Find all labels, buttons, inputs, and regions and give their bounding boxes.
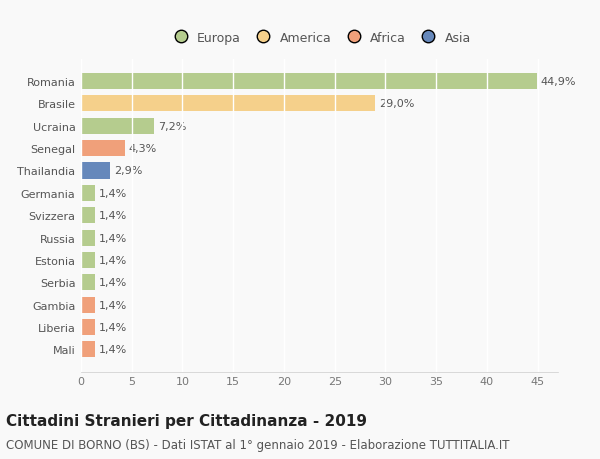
Text: 1,4%: 1,4%: [99, 189, 128, 198]
Bar: [81, 208, 95, 224]
Text: 1,4%: 1,4%: [99, 300, 128, 310]
Text: 7,2%: 7,2%: [158, 122, 187, 131]
Bar: [81, 230, 95, 246]
Text: COMUNE DI BORNO (BS) - Dati ISTAT al 1° gennaio 2019 - Elaborazione TUTTITALIA.I: COMUNE DI BORNO (BS) - Dati ISTAT al 1° …: [6, 438, 509, 451]
Text: 2,9%: 2,9%: [115, 166, 143, 176]
Text: 1,4%: 1,4%: [99, 233, 128, 243]
Bar: [81, 341, 95, 358]
Bar: [81, 297, 95, 313]
Text: 1,4%: 1,4%: [99, 345, 128, 354]
Text: 29,0%: 29,0%: [379, 99, 415, 109]
Text: 1,4%: 1,4%: [99, 255, 128, 265]
Bar: [81, 274, 95, 291]
Bar: [81, 252, 95, 269]
Text: 4,3%: 4,3%: [128, 144, 157, 154]
Bar: [81, 185, 95, 202]
Text: Cittadini Stranieri per Cittadinanza - 2019: Cittadini Stranieri per Cittadinanza - 2…: [6, 413, 367, 428]
Bar: [81, 141, 125, 157]
Bar: [81, 163, 110, 179]
Bar: [81, 74, 536, 90]
Bar: [81, 118, 154, 134]
Text: 1,4%: 1,4%: [99, 322, 128, 332]
Text: 44,9%: 44,9%: [541, 77, 576, 87]
Legend: Europa, America, Africa, Asia: Europa, America, Africa, Asia: [168, 32, 471, 45]
Bar: [81, 96, 376, 112]
Text: 1,4%: 1,4%: [99, 278, 128, 288]
Bar: [81, 319, 95, 335]
Text: 1,4%: 1,4%: [99, 211, 128, 221]
